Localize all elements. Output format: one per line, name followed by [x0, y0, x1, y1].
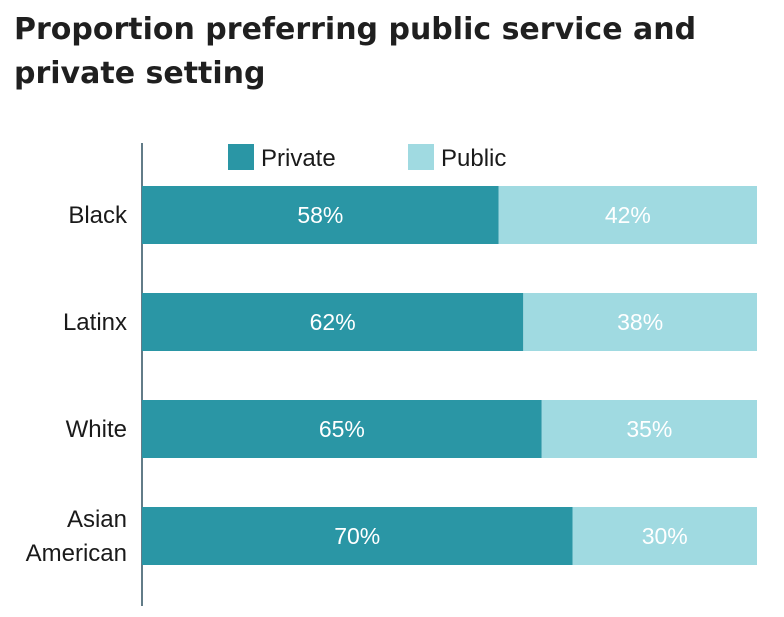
- category-label: Asian: [67, 506, 127, 533]
- legend-label-private: Private: [261, 145, 336, 172]
- category-label: Black: [68, 202, 128, 229]
- bar-public: [523, 293, 757, 351]
- legend-label-public: Public: [441, 145, 506, 172]
- bar-public: [541, 400, 757, 458]
- bar-public: [572, 507, 757, 565]
- category-label: American: [26, 540, 127, 567]
- bars-group: 58% 42% 62% 38% 65% 35% 70% 30%: [142, 186, 757, 565]
- legend-swatch-private: [228, 144, 254, 170]
- bar-private: [142, 400, 542, 458]
- category-labels: Black Latinx White Asian American: [26, 202, 128, 567]
- bar-private: [142, 186, 499, 244]
- data-label-public: 30%: [642, 523, 688, 549]
- bar-private: [142, 293, 524, 351]
- data-label-public: 35%: [626, 416, 672, 442]
- data-label-private: 58%: [297, 202, 343, 228]
- data-label-private: 70%: [334, 523, 380, 549]
- data-label-public: 38%: [617, 309, 663, 335]
- data-label-private: 62%: [310, 309, 356, 335]
- legend-swatch-public: [408, 144, 434, 170]
- legend: Private Public: [228, 144, 506, 172]
- data-label-public: 42%: [605, 202, 651, 228]
- data-label-private: 65%: [319, 416, 365, 442]
- bar-private: [142, 507, 573, 565]
- category-label: Latinx: [63, 309, 127, 336]
- chart-title: Proportion preferring public service and…: [14, 12, 697, 91]
- category-label: White: [66, 416, 127, 443]
- bar-public: [498, 186, 757, 244]
